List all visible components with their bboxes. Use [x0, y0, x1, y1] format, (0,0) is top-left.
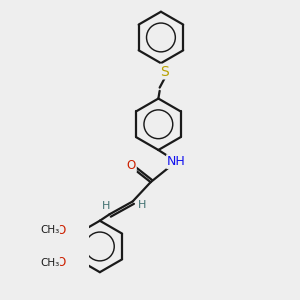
Text: NH: NH [167, 155, 186, 168]
Text: H: H [102, 201, 110, 211]
Text: H: H [137, 200, 146, 210]
Text: O: O [56, 256, 65, 269]
Text: S: S [160, 64, 169, 79]
Text: CH₃: CH₃ [40, 257, 59, 268]
Text: CH₃: CH₃ [40, 225, 59, 236]
Text: O: O [56, 224, 65, 237]
Text: O: O [127, 159, 136, 172]
